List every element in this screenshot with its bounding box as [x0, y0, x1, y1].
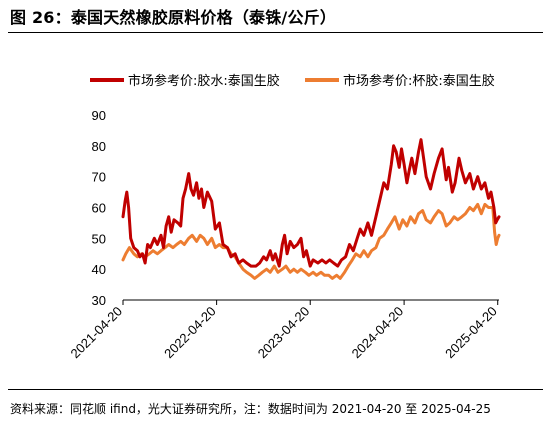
x-tick-label: 2024-04-20: [349, 304, 407, 362]
x-axis: 2021-04-20 2022-04-20 2023-04-20 2024-04-20…: [67, 299, 500, 362]
chart-legend: 市场参考价:胶水:泰国生胶 市场参考价:杯胶:泰国生胶: [90, 73, 495, 89]
y-tick-label: 90: [92, 108, 106, 123]
x-tick-label: 2025-04-20: [442, 304, 500, 362]
x-tick-label: 2023-04-20: [255, 304, 313, 362]
y-axis: 30 40 50 60 70 80 90: [92, 108, 106, 308]
footer-rule: [8, 389, 543, 390]
source-note: 资料来源：同花顺 ifind，光大证券研究所，注：数据时间为 2021-04-2…: [10, 402, 491, 416]
y-tick-label: 60: [92, 201, 106, 216]
series-layer: [121, 138, 501, 280]
figure-title: 图 26：泰国天然橡胶原料价格（泰铢/公斤）: [10, 8, 337, 27]
legend-label-2: 市场参考价:杯胶:泰国生胶: [343, 73, 495, 89]
x-tick-label: 2022-04-20: [161, 304, 219, 362]
title-underline: [8, 32, 543, 33]
series-line-2: [121, 202, 501, 280]
x-tick-label: 2021-04-20: [67, 304, 125, 362]
y-tick-label: 70: [92, 170, 106, 185]
y-tick-label: 50: [92, 231, 106, 246]
y-tick-label: 80: [92, 139, 106, 154]
y-tick-label: 30: [92, 293, 106, 308]
y-tick-label: 40: [92, 262, 106, 277]
legend-label-1: 市场参考价:胶水:泰国生胶: [128, 73, 280, 89]
series-line-1: [121, 138, 501, 268]
